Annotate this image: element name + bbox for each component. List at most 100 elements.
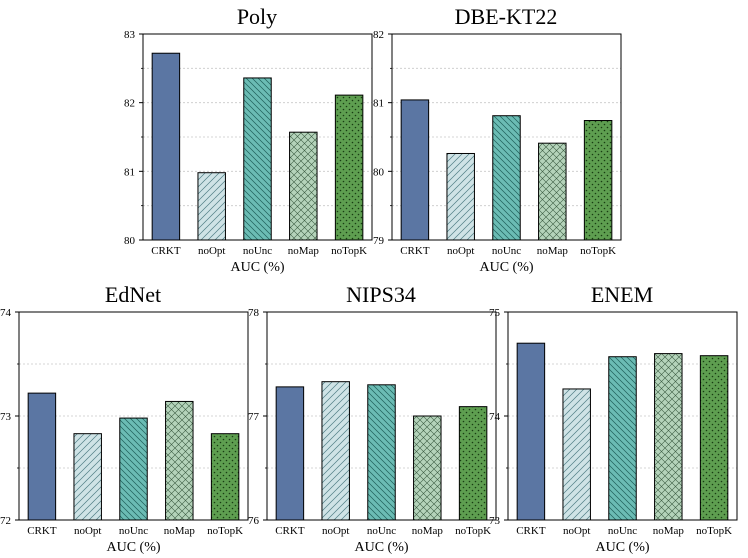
y-tick-label: 82 — [373, 29, 384, 41]
chart-panel-enem: ENEM 73 74 75 CRKT noOpt noUnc noMap noT… — [489, 282, 738, 555]
bar-crkt — [516, 342, 546, 521]
x-category-label: noMap — [164, 525, 196, 537]
x-category-label: noTopK — [207, 525, 243, 537]
bar-nomap — [165, 400, 194, 521]
x-category-label: CRKT — [516, 525, 546, 537]
bar-notopk — [210, 433, 240, 521]
y-tick-label: 74 — [489, 411, 501, 423]
y-tick-label: 81 — [373, 98, 384, 110]
x-category-labels: CRKT noOpt noUnc noMap noTopK — [275, 525, 491, 537]
bar-nomap — [289, 131, 318, 241]
x-category-label: noMap — [288, 245, 320, 257]
bar-notopk — [583, 120, 613, 241]
y-tick-label: 82 — [124, 98, 135, 110]
chart-panel-nips34: NIPS34 76 77 78 CRKT noOpt noUnc noMap n… — [248, 282, 497, 555]
x-category-label: noTopK — [331, 245, 367, 257]
y-tick-labels: 76 77 78 — [248, 307, 260, 527]
x-axis-label: AUC (%) — [354, 540, 408, 555]
y-tick-label: 78 — [248, 307, 260, 319]
y-tick-labels: 72 73 74 — [0, 307, 12, 527]
y-tick-labels: 73 74 75 — [489, 307, 501, 527]
y-tick-label: 79 — [373, 235, 385, 247]
bars — [151, 52, 364, 241]
bar-nomap — [538, 142, 567, 241]
y-tick-label: 76 — [248, 515, 260, 527]
x-category-labels: CRKT noOpt noUnc noMap noTopK — [27, 525, 243, 537]
chart-panel-ednet: EdNet 72 73 74 CRKT noOpt noUnc noMap no… — [0, 282, 249, 555]
bar-nounc — [367, 384, 396, 521]
x-category-label: noOpt — [74, 525, 102, 537]
chart-title: EdNet — [105, 282, 161, 307]
bar-crkt — [151, 52, 181, 241]
bar-nounc — [492, 115, 521, 241]
y-ticks — [263, 311, 267, 521]
y-tick-labels: 80 81 82 83 — [124, 29, 136, 247]
x-axis-label: AUC (%) — [479, 260, 533, 275]
y-tick-label: 72 — [0, 515, 11, 527]
bars — [516, 342, 729, 521]
bar-nounc — [119, 417, 148, 521]
y-tick-label: 77 — [248, 411, 260, 423]
bar-nounc — [243, 77, 272, 241]
x-category-label: noUnc — [243, 245, 272, 257]
x-category-label: noOpt — [563, 525, 591, 537]
bar-nomap — [654, 353, 683, 521]
x-category-label: CRKT — [151, 245, 181, 257]
bar-notopk — [334, 94, 364, 241]
x-category-label: noTopK — [455, 525, 491, 537]
y-tick-labels: 79 80 81 82 — [373, 29, 385, 247]
x-category-label: CRKT — [400, 245, 430, 257]
bars — [27, 392, 240, 521]
x-category-labels: CRKT noOpt noUnc noMap noTopK — [400, 245, 616, 257]
y-tick-label: 80 — [124, 235, 136, 247]
y-tick-label: 81 — [124, 166, 135, 178]
chart-title: NIPS34 — [346, 282, 416, 307]
bar-noopt — [562, 388, 591, 521]
chart-panel-poly: Poly 80 81 82 83 CRKT noOpt noUnc noMap … — [124, 4, 373, 275]
bar-nounc — [608, 356, 637, 521]
x-axis-label: AUC (%) — [230, 260, 284, 275]
bars — [400, 99, 613, 241]
x-category-labels: CRKT noOpt noUnc noMap noTopK — [516, 525, 732, 537]
x-category-label: noUnc — [492, 245, 521, 257]
bar-crkt — [27, 392, 57, 521]
x-category-label: noUnc — [367, 525, 396, 537]
bar-noopt — [321, 381, 350, 521]
x-category-label: noTopK — [696, 525, 732, 537]
x-axis-label: AUC (%) — [106, 540, 160, 555]
x-category-labels: CRKT noOpt noUnc noMap noTopK — [151, 245, 367, 257]
bar-noopt — [73, 433, 102, 521]
x-category-label: noUnc — [119, 525, 148, 537]
x-axis-label: AUC (%) — [595, 540, 649, 555]
bars — [275, 381, 488, 521]
x-category-label: noMap — [537, 245, 569, 257]
bar-crkt — [400, 99, 430, 241]
x-category-label: noOpt — [447, 245, 475, 257]
x-category-label: noOpt — [198, 245, 226, 257]
bar-noopt — [446, 152, 475, 241]
bar-notopk — [458, 406, 488, 521]
y-tick-label: 73 — [489, 515, 501, 527]
y-ticks — [388, 33, 392, 241]
bar-noopt — [197, 172, 226, 241]
x-category-label: CRKT — [275, 525, 305, 537]
y-tick-label: 80 — [373, 166, 385, 178]
bar-nomap — [413, 415, 442, 521]
x-category-label: CRKT — [27, 525, 57, 537]
x-category-label: noUnc — [608, 525, 637, 537]
chart-title: DBE-KT22 — [455, 4, 558, 29]
y-tick-label: 83 — [124, 29, 136, 41]
chart-title: ENEM — [591, 282, 653, 307]
y-ticks — [139, 33, 143, 241]
y-tick-label: 73 — [0, 411, 12, 423]
y-tick-label: 74 — [0, 307, 12, 319]
x-category-label: noMap — [653, 525, 685, 537]
chart-title: Poly — [237, 4, 277, 29]
y-ticks — [504, 311, 508, 521]
bar-notopk — [699, 355, 729, 521]
x-category-label: noTopK — [580, 245, 616, 257]
x-category-label: noMap — [412, 525, 444, 537]
chart-panel-dbe-kt22: DBE-KT22 79 80 81 82 CRKT noOpt noUnc no… — [373, 4, 622, 275]
y-ticks — [15, 311, 19, 521]
